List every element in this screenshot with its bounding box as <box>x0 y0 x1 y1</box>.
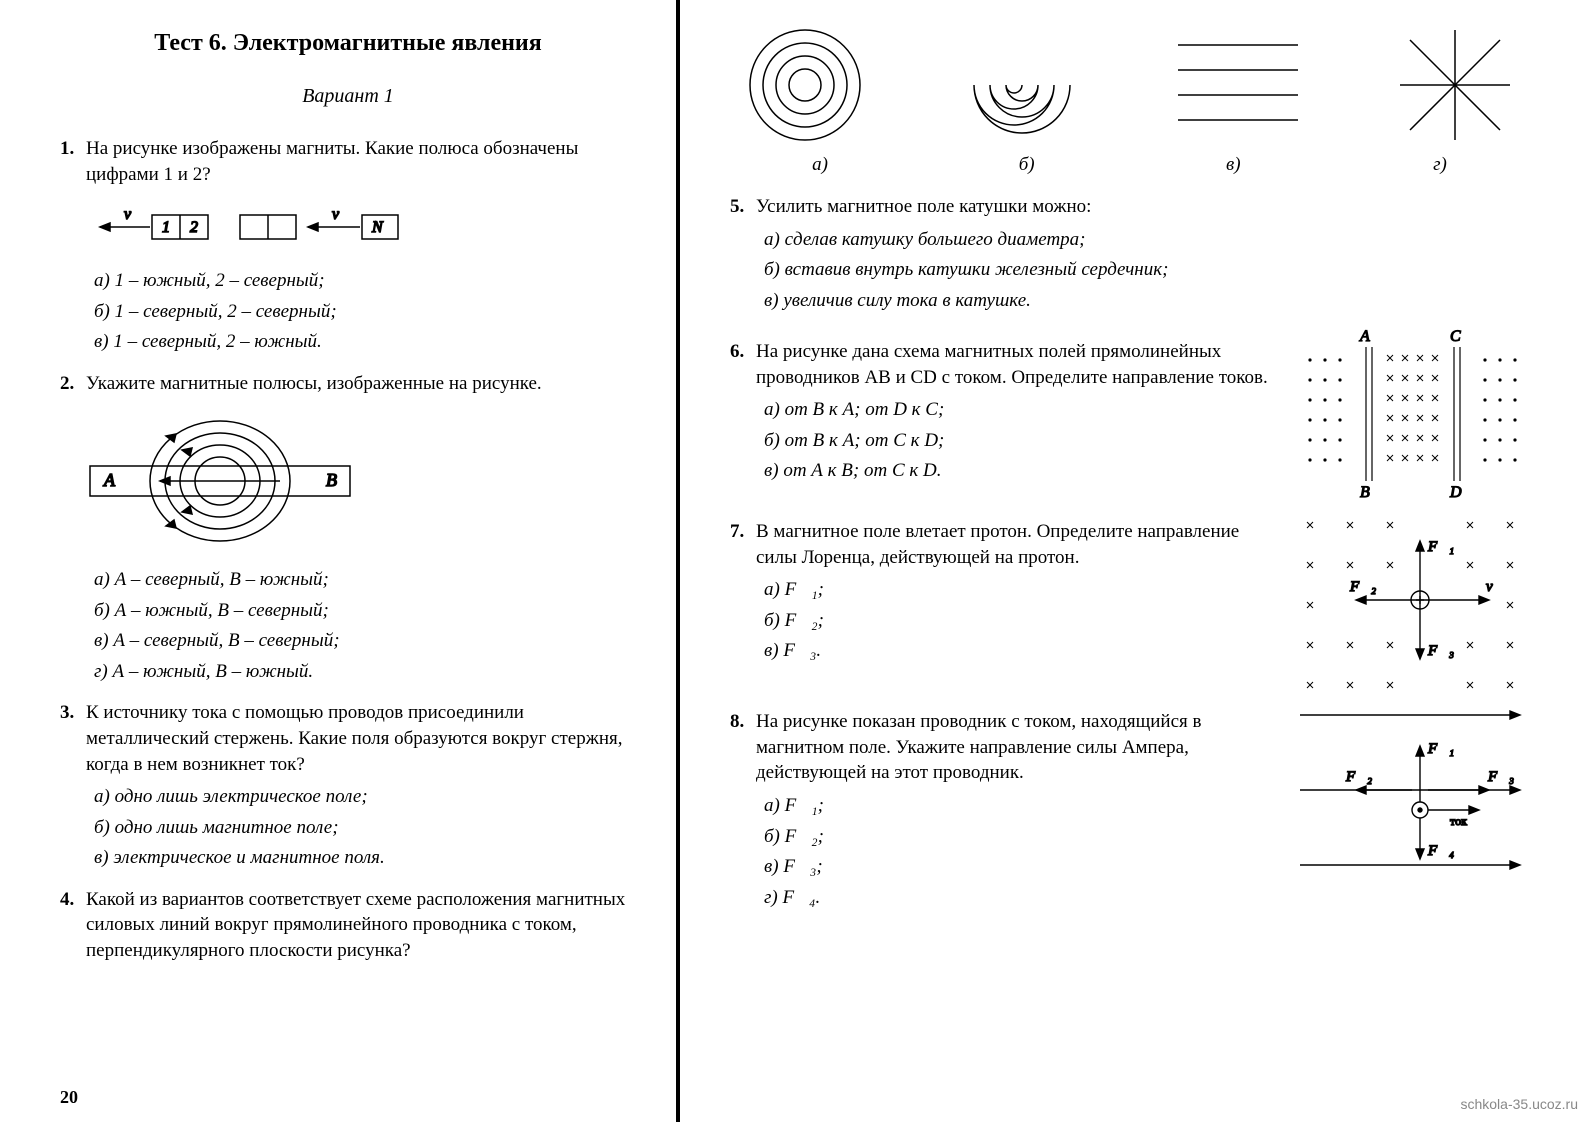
svg-text:v⃗: v⃗ <box>124 206 144 223</box>
question-8: 8. На рисунке показан проводник с током,… <box>730 709 1270 786</box>
q6-text: На рисунке дана схема магнитных полей пр… <box>756 339 1270 390</box>
q4-fig-c <box>1163 20 1313 150</box>
q5-number: 5. <box>730 194 756 220</box>
q3-text: К источнику тока с помощью проводов прис… <box>86 700 636 777</box>
q1-figure: v⃗ 1 2 v⃗ N <box>60 197 636 257</box>
q1-opt-c: в) 1 – северный, 2 – южный. <box>94 328 636 357</box>
q3-opt-b: б) одно лишь магнитное поле; <box>94 814 636 843</box>
svg-text:ток: ток <box>1450 814 1467 828</box>
q7-figure: F⃗₁ F⃗₂ F⃗₃ v⃗ <box>1290 505 1530 695</box>
q4-label-a: а) <box>750 154 890 176</box>
q4-fig-b <box>947 20 1097 150</box>
q1-text: На рисунке изображены магниты. Какие пол… <box>86 136 636 187</box>
question-8-block: 8. На рисунке показан проводник с током,… <box>730 695 1530 922</box>
svg-text:F⃗₁: F⃗₁ <box>1427 741 1454 757</box>
question-4: 4. Какой из вариантов соответствует схем… <box>60 887 636 964</box>
svg-text:2: 2 <box>190 219 198 236</box>
page-number: 20 <box>60 1087 78 1108</box>
svg-text:F⃗₄: F⃗₄ <box>1427 843 1454 859</box>
q4-fig-a <box>730 20 880 150</box>
left-page: Тест 6. Электромагнитные явления Вариант… <box>0 0 680 1122</box>
svg-text:N: N <box>371 219 384 236</box>
variant-label: Вариант 1 <box>60 85 636 108</box>
q5-opt-b: б) вставив внутрь катушки железный серде… <box>764 256 1530 285</box>
q2-number: 2. <box>60 371 86 397</box>
q6-opt-b: б) от В к А; от С к D; <box>764 427 1270 456</box>
watermark: schkola-35.ucoz.ru <box>1460 1096 1578 1112</box>
q6-figure: A C B D <box>1290 325 1530 505</box>
q2-opt-a: а) А – северный, В – южный; <box>94 566 636 595</box>
q7-text: В магнитное поле влетает протон. Определ… <box>756 519 1270 570</box>
q3-opt-a: а) одно лишь электрическое поле; <box>94 783 636 812</box>
q3-opt-c: в) электрическое и магнитное поля. <box>94 844 636 873</box>
svg-text:F⃗₃: F⃗₃ <box>1487 769 1514 785</box>
q7-opt-b: б) F⃗₂; <box>764 607 1270 636</box>
question-1: 1. На рисунке изображены магниты. Какие … <box>60 136 636 187</box>
q4-number: 4. <box>60 887 86 964</box>
svg-text:F⃗₂: F⃗₂ <box>1349 579 1376 595</box>
q1-opt-b: б) 1 – северный, 2 – северный; <box>94 298 636 327</box>
question-7-block: 7. В магнитное поле влетает протон. Опре… <box>730 505 1530 695</box>
q8-figure: ток F⃗₁ F⃗₂ F⃗₃ F⃗₄ <box>1290 695 1530 895</box>
q5-opt-a: а) сделав катушку большего диаметра; <box>764 226 1530 255</box>
q8-opt-c: в) F⃗₃; <box>764 853 1270 882</box>
q1-options: а) 1 – южный, 2 – северный; б) 1 – север… <box>94 267 636 357</box>
question-7: 7. В магнитное поле влетает протон. Опре… <box>730 519 1270 570</box>
q7-number: 7. <box>730 519 756 570</box>
q1-number: 1. <box>60 136 86 187</box>
q4-figures <box>730 20 1530 150</box>
q3-options: а) одно лишь электрическое поле; б) одно… <box>94 783 636 873</box>
q4-labels: а) б) в) г) <box>750 154 1510 176</box>
right-page: а) б) в) г) 5. Усилить магнитное поле ка… <box>680 0 1590 1122</box>
q7-opt-a: а) F⃗₁; <box>764 576 1270 605</box>
q8-opt-d: г) F⃗₄. <box>764 884 1270 913</box>
svg-text:1: 1 <box>162 219 170 236</box>
svg-text:D: D <box>1449 484 1462 501</box>
q8-text: На рисунке показан проводник с током, на… <box>756 709 1270 786</box>
question-6: 6. На рисунке дана схема магнитных полей… <box>730 339 1270 390</box>
q6-number: 6. <box>730 339 756 390</box>
q5-options: а) сделав катушку большего диаметра; б) … <box>764 226 1530 316</box>
test-title: Тест 6. Электромагнитные явления <box>60 30 636 57</box>
q7-options: а) F⃗₁; б) F⃗₂; в) F⃗₃. <box>764 576 1270 666</box>
q2-opt-b: б) А – южный, В – северный; <box>94 597 636 626</box>
question-3: 3. К источнику тока с помощью проводов п… <box>60 700 636 777</box>
svg-text:A: A <box>103 470 116 490</box>
q2-text: Укажите магнитные полюсы, изображенные н… <box>86 371 636 397</box>
svg-text:C: C <box>1450 328 1461 345</box>
q4-text: Какой из вариантов соответствует схеме р… <box>86 887 636 964</box>
q1-opt-a: а) 1 – южный, 2 – северный; <box>94 267 636 296</box>
svg-text:F⃗₃: F⃗₃ <box>1427 643 1454 659</box>
q8-opt-b: б) F⃗₂; <box>764 823 1270 852</box>
q4-fig-d <box>1380 20 1530 150</box>
q2-opt-d: г) А – южный, В – южный. <box>94 658 636 687</box>
question-2: 2. Укажите магнитные полюсы, изображенны… <box>60 371 636 397</box>
q4-label-c: в) <box>1163 154 1303 176</box>
svg-text:F⃗₁: F⃗₁ <box>1427 539 1454 555</box>
q8-options: а) F⃗₁; б) F⃗₂; в) F⃗₃; г) F⃗₄. <box>764 792 1270 912</box>
svg-text:A: A <box>1359 328 1370 345</box>
q3-number: 3. <box>60 700 86 777</box>
q5-opt-c: в) увеличив силу тока в катушке. <box>764 287 1530 316</box>
q8-number: 8. <box>730 709 756 786</box>
svg-text:v⃗: v⃗ <box>1486 579 1504 595</box>
q8-opt-a: а) F⃗₁; <box>764 792 1270 821</box>
q6-options: а) от В к А; от D к С; б) от В к А; от С… <box>764 396 1270 486</box>
q2-opt-c: в) А – северный, В – северный; <box>94 627 636 656</box>
q7-opt-c: в) F⃗₃. <box>764 637 1270 666</box>
q2-options: а) А – северный, В – южный; б) А – южный… <box>94 566 636 686</box>
question-6-block: 6. На рисунке дана схема магнитных полей… <box>730 325 1530 505</box>
q5-text: Усилить магнитное поле катушки можно: <box>756 194 1530 220</box>
q2-figure: A B <box>60 406 636 556</box>
svg-text:v⃗: v⃗ <box>332 206 352 223</box>
svg-text:B: B <box>1360 484 1370 501</box>
q4-label-d: г) <box>1370 154 1510 176</box>
q6-opt-c: в) от А к В; от С к D. <box>764 457 1270 486</box>
question-5: 5. Усилить магнитное поле катушки можно: <box>730 194 1530 220</box>
svg-text:F⃗₂: F⃗₂ <box>1345 769 1372 785</box>
q6-opt-a: а) от В к А; от D к С; <box>764 396 1270 425</box>
svg-text:B: B <box>326 470 337 490</box>
q4-label-b: б) <box>957 154 1097 176</box>
